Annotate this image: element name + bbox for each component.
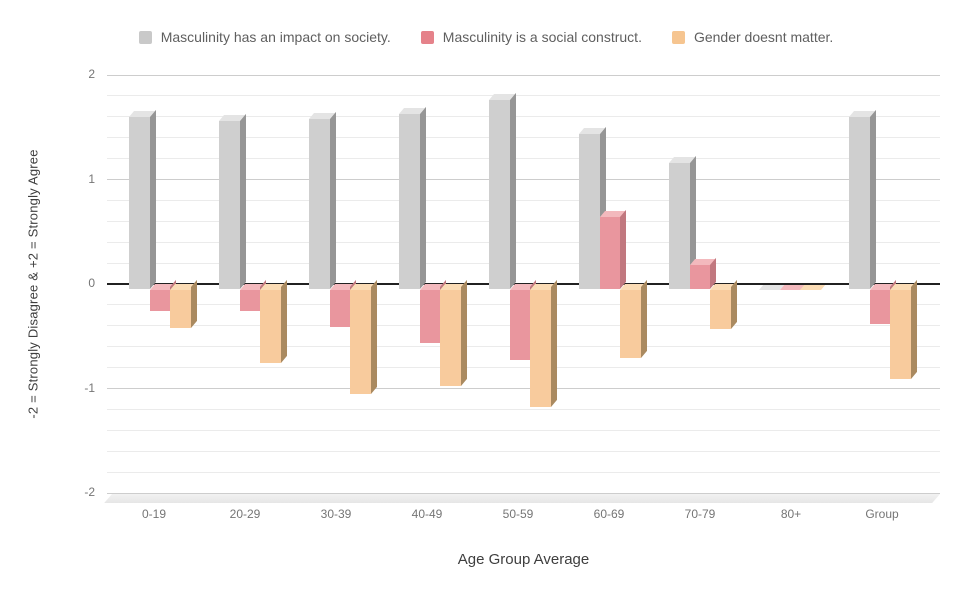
major-gridline [107, 492, 940, 494]
bar[interactable] [869, 290, 890, 324]
bar[interactable] [890, 290, 911, 380]
bar-side-face [460, 280, 466, 387]
y-tick-label: -1 [84, 380, 95, 395]
y-tick-label: 0 [88, 276, 95, 290]
minor-gridline [107, 471, 940, 473]
minor-gridline [107, 367, 940, 369]
bar[interactable] [710, 290, 731, 329]
y-tick-label: 1 [88, 171, 95, 186]
legend-swatch-icon [420, 30, 434, 44]
legend: Masculinity has an impact on society. Mas… [0, 26, 972, 48]
bar-side-face [239, 114, 245, 289]
legend-label: Masculinity is a social construct. [442, 29, 642, 45]
bar-side-face [869, 110, 875, 289]
bar-side-face [329, 112, 335, 289]
minor-gridline [107, 95, 940, 97]
minor-gridline [107, 199, 940, 201]
bar[interactable] [219, 120, 240, 289]
x-category-label: 50-59 [502, 507, 534, 521]
x-category-label: Group [865, 507, 899, 521]
bar-side-face [730, 280, 736, 329]
y-tick-label: -2 [84, 485, 95, 499]
bar[interactable] [489, 100, 510, 289]
x-category-label: 40-49 [411, 507, 443, 521]
bar[interactable] [620, 290, 641, 359]
x-category-label: 80+ [780, 507, 802, 521]
x-category-label: 70-79 [684, 507, 716, 521]
bar[interactable] [509, 290, 530, 361]
y-tick-label: 2 [88, 67, 95, 81]
bar[interactable] [129, 116, 150, 289]
bar[interactable] [419, 290, 440, 343]
bar-side-face [640, 280, 646, 359]
bar-side-face [280, 280, 286, 364]
bar-side-face [509, 93, 515, 289]
x-category-label: 20-29 [229, 507, 261, 521]
legend-item-0[interactable]: Masculinity has an impact on society. [138, 29, 391, 45]
minor-gridline [107, 450, 940, 452]
bar[interactable] [350, 290, 371, 394]
legend-swatch-icon [138, 30, 152, 44]
bar-side-face [190, 280, 196, 328]
major-gridline [107, 179, 940, 180]
legend-label: Gender doesnt matter. [693, 29, 834, 45]
bar[interactable] [440, 290, 461, 387]
minor-gridline [107, 241, 940, 243]
bar-side-face [550, 280, 556, 408]
legend-item-1[interactable]: Masculinity is a social construct. [420, 29, 642, 45]
minor-gridline [107, 137, 940, 139]
bar-side-face [370, 280, 376, 394]
minor-gridline [107, 262, 940, 264]
bar[interactable] [530, 290, 551, 408]
bar-side-face [620, 210, 626, 289]
x-axis-title: Age Group Average [457, 551, 590, 568]
bar[interactable] [689, 265, 710, 289]
major-gridline [107, 74, 940, 76]
bar[interactable] [599, 217, 620, 289]
x-category-label: 0-19 [141, 507, 167, 521]
major-gridline [107, 388, 940, 389]
bar[interactable] [309, 118, 330, 289]
bar[interactable] [669, 162, 690, 289]
x-category-label: 30-39 [320, 507, 352, 521]
legend-item-2[interactable]: Gender doesnt matter. [671, 29, 834, 45]
legend-label: Masculinity has an impact on society. [160, 29, 391, 45]
x-category-label: 60-69 [593, 507, 625, 521]
bar[interactable] [170, 290, 191, 328]
bar-side-face [149, 110, 155, 289]
bar[interactable] [399, 113, 420, 289]
minor-gridline [107, 158, 940, 160]
legend-swatch-icon [671, 30, 685, 44]
y-axis-title: -2 = Strongly Disagree & +2 = Strongly A… [25, 149, 41, 419]
minor-gridline [107, 220, 940, 222]
minor-gridline [107, 429, 940, 431]
bar[interactable] [329, 290, 350, 327]
minor-gridline [107, 116, 940, 118]
minor-gridline [107, 408, 940, 410]
bar[interactable] [579, 133, 600, 289]
bar[interactable] [239, 290, 260, 312]
bar-side-face [910, 280, 916, 380]
bar[interactable] [149, 290, 170, 312]
bar[interactable] [260, 290, 281, 364]
bar[interactable] [800, 285, 825, 290]
bar[interactable] [849, 116, 870, 289]
chart-3d-floor [104, 494, 941, 503]
bar-side-face [419, 107, 425, 289]
